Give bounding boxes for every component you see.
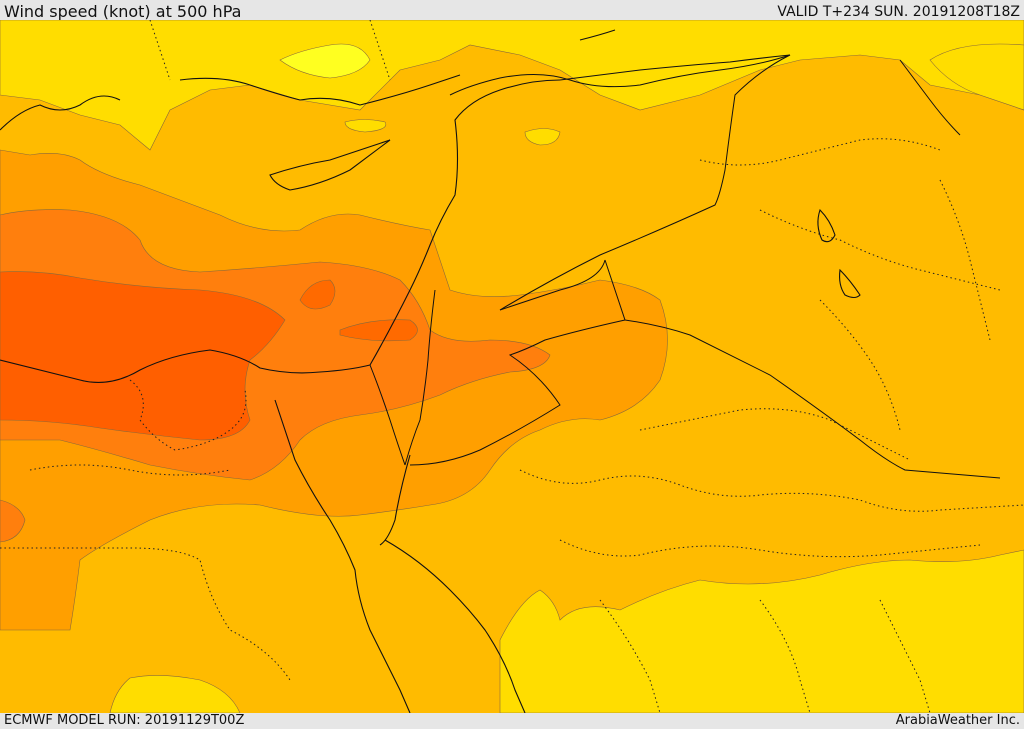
coastlines <box>0 29 861 713</box>
footer-bar: ECMWF MODEL RUN: 20191129T00Z ArabiaWeat… <box>0 713 1024 729</box>
credit-label: ArabiaWeather Inc. <box>895 713 1020 728</box>
model-run-label: ECMWF MODEL RUN: 20191129T00Z <box>4 713 245 728</box>
field-yellow-southwest <box>109 675 241 713</box>
field-yellow-blob-3 <box>524 128 561 146</box>
country-borders <box>369 54 1001 479</box>
field-dark-orange-core <box>0 271 286 441</box>
internal-borders <box>0 20 1024 713</box>
map-title: Wind speed (knot) at 500 hPa <box>4 2 242 21</box>
wind-speed-map <box>0 20 1024 713</box>
field-dark-orange-blob-1 <box>299 279 336 310</box>
field-orange-west-blob <box>0 499 26 543</box>
field-yellow-north <box>0 20 1024 151</box>
field-dark-orange-blob-2 <box>339 319 418 342</box>
field-yellow-northeast <box>929 43 1024 111</box>
field-yellow-south <box>499 549 1024 713</box>
field-yellow-blob-2 <box>344 119 387 133</box>
valid-time-label: VALID T+234 SUN. 20191208T18Z <box>777 4 1020 20</box>
header-bar: Wind speed (knot) at 500 hPa VALID T+234… <box>0 0 1024 21</box>
field-yellow-blob-1 <box>279 43 371 79</box>
